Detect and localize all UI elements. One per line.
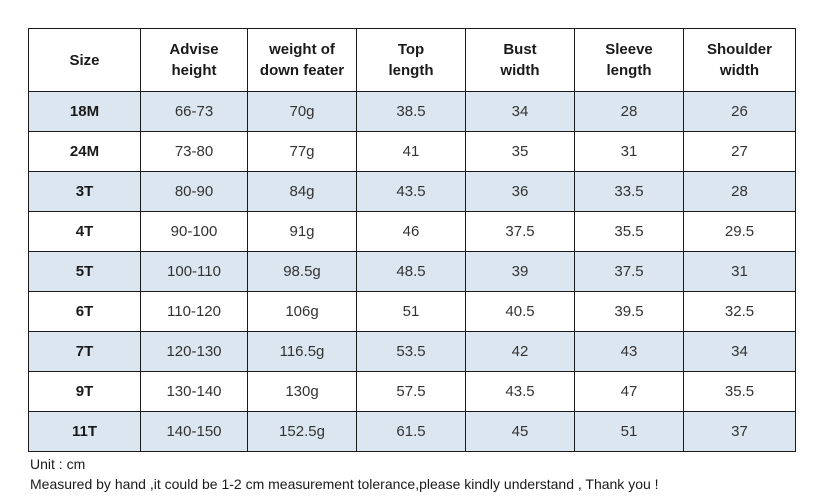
down-weight-cell: 152.5g bbox=[247, 411, 357, 452]
down-weight-cell: 77g bbox=[247, 131, 357, 172]
top-length-cell: 46 bbox=[356, 211, 466, 252]
shoulder-width-cell: 26 bbox=[683, 91, 796, 132]
sleeve-length-cell: 51 bbox=[574, 411, 684, 452]
table-row: 24M 73-80 77g 41 35 31 27 bbox=[28, 131, 796, 172]
sleeve-length-cell: 47 bbox=[574, 371, 684, 412]
unit-note: Unit : cm bbox=[30, 456, 86, 472]
size-cell: 5T bbox=[28, 251, 141, 292]
advise-height-cell: 120-130 bbox=[140, 331, 248, 372]
bust-width-cell: 45 bbox=[465, 411, 575, 452]
advise-height-cell: 140-150 bbox=[140, 411, 248, 452]
size-cell: 9T bbox=[28, 371, 141, 412]
header-sleeve-length: Sleeve length bbox=[574, 28, 684, 92]
table-row: 7T 120-130 116.5g 53.5 42 43 34 bbox=[28, 331, 796, 372]
top-length-cell: 48.5 bbox=[356, 251, 466, 292]
bust-width-cell: 39 bbox=[465, 251, 575, 292]
header-bust-width-line-2: width bbox=[500, 62, 540, 79]
bust-width-cell: 36 bbox=[465, 171, 575, 212]
shoulder-width-cell: 34 bbox=[683, 331, 796, 372]
bust-width-cell: 40.5 bbox=[465, 291, 575, 332]
bust-width-cell: 37.5 bbox=[465, 211, 575, 252]
header-advise-height-line-1: Advise bbox=[169, 41, 219, 58]
advise-height-cell: 130-140 bbox=[140, 371, 248, 412]
size-cell: 4T bbox=[28, 211, 141, 252]
top-length-cell: 61.5 bbox=[356, 411, 466, 452]
top-length-cell: 38.5 bbox=[356, 91, 466, 132]
bust-width-cell: 35 bbox=[465, 131, 575, 172]
header-shoulder-width-line-1: Shoulder bbox=[706, 41, 772, 58]
top-length-cell: 51 bbox=[356, 291, 466, 332]
advise-height-cell: 73-80 bbox=[140, 131, 248, 172]
advise-height-cell: 100-110 bbox=[140, 251, 248, 292]
sleeve-length-cell: 35.5 bbox=[574, 211, 684, 252]
header-top-length-line-2: length bbox=[388, 62, 434, 79]
table-row: 3T 80-90 84g 43.5 36 33.5 28 bbox=[28, 171, 796, 212]
header-weight-down-line-1: weight of bbox=[269, 41, 335, 58]
header-weight-down-line-2: down feater bbox=[259, 62, 345, 79]
table-row: 11T 140-150 152.5g 61.5 45 51 37 bbox=[28, 411, 796, 452]
top-length-cell: 41 bbox=[356, 131, 466, 172]
sleeve-length-cell: 37.5 bbox=[574, 251, 684, 292]
size-cell: 18M bbox=[28, 91, 141, 132]
bust-width-cell: 34 bbox=[465, 91, 575, 132]
header-top-length: Top length bbox=[356, 28, 466, 92]
advise-height-cell: 80-90 bbox=[140, 171, 248, 212]
shoulder-width-cell: 28 bbox=[683, 171, 796, 212]
header-weight-down: weight of down feater bbox=[247, 28, 357, 92]
table-row: 6T 110-120 106g 51 40.5 39.5 32.5 bbox=[28, 291, 796, 332]
down-weight-cell: 106g bbox=[247, 291, 357, 332]
sleeve-length-cell: 43 bbox=[574, 331, 684, 372]
header-size-line-1: Size bbox=[69, 51, 100, 69]
advise-height-cell: 110-120 bbox=[140, 291, 248, 332]
tolerance-note: Measured by hand ,it could be 1-2 cm mea… bbox=[30, 476, 659, 492]
down-weight-cell: 98.5g bbox=[247, 251, 357, 292]
top-length-cell: 43.5 bbox=[356, 171, 466, 212]
shoulder-width-cell: 32.5 bbox=[683, 291, 796, 332]
bust-width-cell: 42 bbox=[465, 331, 575, 372]
header-bust-width: Bust width bbox=[465, 28, 575, 92]
sleeve-length-cell: 39.5 bbox=[574, 291, 684, 332]
size-cell: 11T bbox=[28, 411, 141, 452]
advise-height-cell: 66-73 bbox=[140, 91, 248, 132]
table-row: 4T 90-100 91g 46 37.5 35.5 29.5 bbox=[28, 211, 796, 252]
size-cell: 3T bbox=[28, 171, 141, 212]
sleeve-length-cell: 33.5 bbox=[574, 171, 684, 212]
sleeve-length-cell: 31 bbox=[574, 131, 684, 172]
header-size: Size bbox=[28, 28, 141, 92]
bust-width-cell: 43.5 bbox=[465, 371, 575, 412]
down-weight-cell: 84g bbox=[247, 171, 357, 212]
header-sleeve-length-line-2: length bbox=[606, 62, 652, 79]
down-weight-cell: 91g bbox=[247, 211, 357, 252]
table-row: 5T 100-110 98.5g 48.5 39 37.5 31 bbox=[28, 251, 796, 292]
header-top-length-line-1: Top bbox=[397, 41, 425, 58]
sleeve-length-cell: 28 bbox=[574, 91, 684, 132]
size-chart-table: Size Advise height weight of down feater… bbox=[28, 28, 796, 452]
table-row: 9T 130-140 130g 57.5 43.5 47 35.5 bbox=[28, 371, 796, 412]
header-sleeve-length-line-1: Sleeve bbox=[605, 41, 653, 58]
header-advise-height: Advise height bbox=[140, 28, 248, 92]
header-shoulder-width-line-2: width bbox=[719, 62, 760, 79]
shoulder-width-cell: 35.5 bbox=[683, 371, 796, 412]
header-bust-width-line-1: Bust bbox=[503, 41, 537, 58]
top-length-cell: 57.5 bbox=[356, 371, 466, 412]
advise-height-cell: 90-100 bbox=[140, 211, 248, 252]
shoulder-width-cell: 27 bbox=[683, 131, 796, 172]
table-header-row: Size Advise height weight of down feater… bbox=[28, 28, 796, 92]
table-row: 18M 66-73 70g 38.5 34 28 26 bbox=[28, 91, 796, 132]
down-weight-cell: 116.5g bbox=[247, 331, 357, 372]
down-weight-cell: 70g bbox=[247, 91, 357, 132]
size-cell: 6T bbox=[28, 291, 141, 332]
shoulder-width-cell: 31 bbox=[683, 251, 796, 292]
shoulder-width-cell: 37 bbox=[683, 411, 796, 452]
shoulder-width-cell: 29.5 bbox=[683, 211, 796, 252]
size-cell: 7T bbox=[28, 331, 141, 372]
size-cell: 24M bbox=[28, 131, 141, 172]
down-weight-cell: 130g bbox=[247, 371, 357, 412]
header-advise-height-line-2: height bbox=[171, 62, 217, 79]
top-length-cell: 53.5 bbox=[356, 331, 466, 372]
header-shoulder-width: Shoulder width bbox=[683, 28, 796, 92]
